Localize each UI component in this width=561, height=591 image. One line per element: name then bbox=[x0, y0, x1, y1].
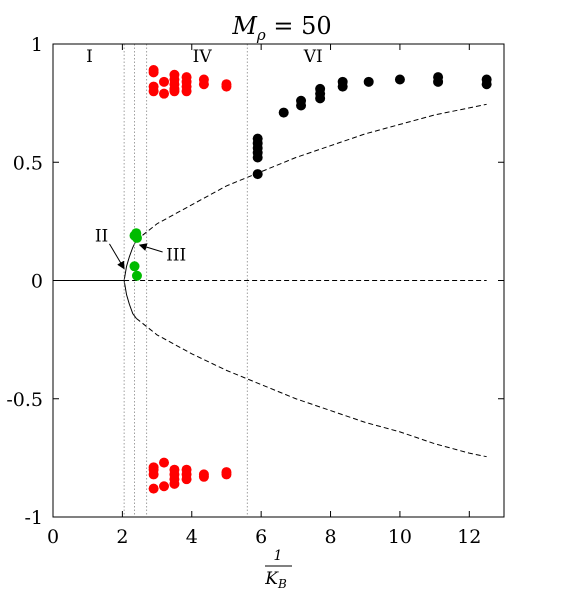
data-point bbox=[148, 67, 159, 78]
data-point bbox=[198, 471, 209, 482]
y-tick-label: 1 bbox=[31, 34, 43, 56]
annotation-label: II bbox=[95, 227, 108, 247]
data-point bbox=[159, 457, 170, 468]
x-tick-label: 6 bbox=[255, 526, 267, 548]
data-point bbox=[181, 86, 192, 97]
x-tick-label: 10 bbox=[388, 526, 412, 548]
dashed-branch-line bbox=[135, 317, 487, 458]
x-tick-label: 4 bbox=[186, 526, 198, 548]
data-point bbox=[181, 474, 192, 485]
data-point bbox=[148, 483, 159, 494]
data-point bbox=[131, 232, 142, 243]
x-tick-label: 2 bbox=[116, 526, 128, 548]
annotation-label: III bbox=[166, 245, 186, 265]
x-axis-label: 1 KB bbox=[264, 548, 292, 591]
region-label: VI bbox=[303, 47, 323, 67]
data-point bbox=[221, 467, 232, 478]
x-axis-label-numerator: 1 bbox=[274, 548, 283, 564]
data-point bbox=[433, 72, 444, 83]
data-point bbox=[394, 74, 405, 85]
chart-title-subscript: ρ bbox=[256, 26, 266, 44]
data-point bbox=[278, 107, 289, 118]
y-tick-label: -1 bbox=[24, 507, 43, 529]
data-point bbox=[148, 86, 159, 97]
x-tick-label: 12 bbox=[457, 526, 481, 548]
points-layer bbox=[129, 65, 492, 494]
data-point bbox=[169, 86, 180, 97]
data-point bbox=[198, 79, 209, 90]
data-point bbox=[221, 81, 232, 92]
data-point bbox=[296, 95, 307, 106]
data-point bbox=[481, 74, 492, 85]
chart-title-rest: = 50 bbox=[266, 12, 332, 40]
x-tick-label: 8 bbox=[324, 526, 336, 548]
data-point bbox=[252, 169, 263, 180]
chart-title-main: M bbox=[231, 12, 258, 40]
data-point bbox=[131, 270, 142, 281]
region-label: IV bbox=[193, 47, 213, 67]
annotation-arrow bbox=[109, 243, 125, 270]
chart-title: Mρ = 50 bbox=[231, 12, 331, 44]
y-tick-label: -0.5 bbox=[6, 389, 43, 411]
data-point bbox=[363, 76, 374, 87]
axes-layer: 0 2 4 6 8 10 12 -1 -0.5 0 0.5 1 bbox=[6, 34, 504, 548]
data-point bbox=[169, 478, 180, 489]
region-label: I bbox=[86, 47, 93, 67]
y-tick-label: 0 bbox=[31, 271, 43, 293]
solid-branch-line bbox=[123, 280, 137, 319]
data-point bbox=[159, 76, 170, 87]
region-boundaries-layer: I IV VI bbox=[86, 44, 323, 517]
data-point bbox=[337, 76, 348, 87]
data-point bbox=[148, 469, 159, 480]
dashed-branch-line bbox=[135, 103, 487, 241]
data-point bbox=[159, 88, 170, 99]
x-tick-label: 0 bbox=[47, 526, 59, 548]
annotation-arrow bbox=[138, 243, 163, 253]
x-axis-label-denominator-main: K bbox=[264, 569, 279, 589]
x-axis-label-denominator: KB bbox=[264, 569, 287, 591]
y-tick-label: 0.5 bbox=[13, 152, 43, 174]
x-axis-label-denominator-subscript: B bbox=[277, 577, 287, 591]
lines-layer bbox=[53, 103, 487, 458]
data-point bbox=[159, 481, 170, 492]
data-point bbox=[315, 83, 326, 94]
data-point bbox=[129, 261, 140, 272]
data-point bbox=[252, 133, 263, 144]
solid-branch-line bbox=[123, 240, 137, 281]
